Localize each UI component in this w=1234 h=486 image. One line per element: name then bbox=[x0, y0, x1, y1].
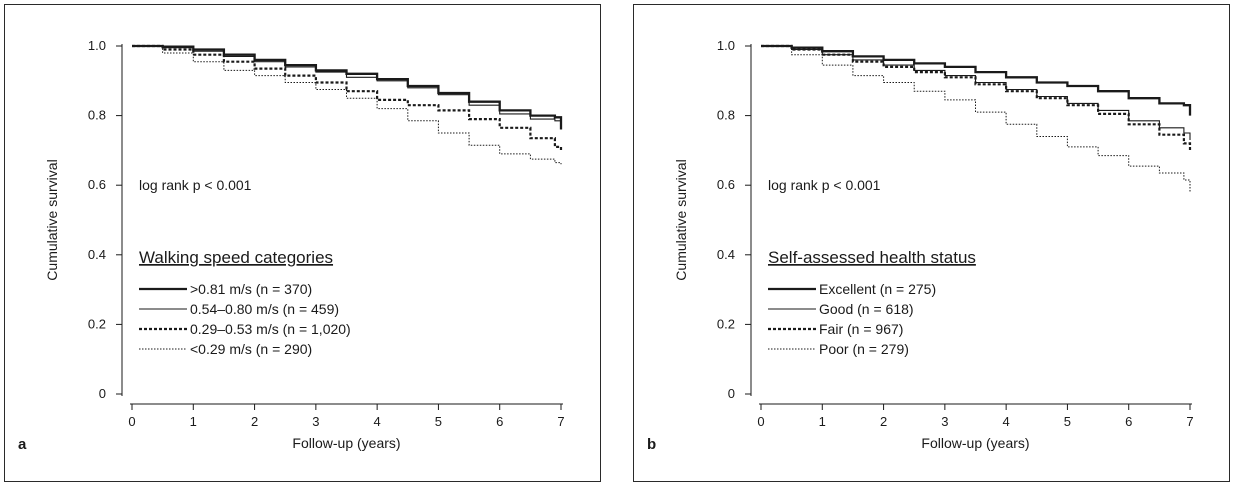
y-tick-label: 0.4 bbox=[88, 247, 106, 262]
x-tick-label: 6 bbox=[1125, 414, 1132, 429]
x-tick-label: 4 bbox=[1003, 414, 1010, 429]
legend-entry: <0.29 m/s (n = 290) bbox=[190, 341, 312, 357]
x-tick-label: 6 bbox=[496, 414, 503, 429]
survival-curve-series-1 bbox=[761, 44, 1192, 116]
y-tick-label: 0.6 bbox=[88, 177, 106, 192]
y-tick-label: 0.4 bbox=[717, 247, 735, 262]
y-tick-label: 0 bbox=[728, 386, 735, 401]
survival-curve-series-4 bbox=[132, 45, 562, 165]
x-tick-label: 0 bbox=[757, 414, 764, 429]
y-axis-label: Cumulative survival bbox=[44, 159, 60, 280]
survival-chart-a: 0 0.2 0.4 0.6 0.8 1.0 0 1 2 3 4 5 6 7 Follow-up (years… bbox=[18, 38, 565, 453]
y-tick-label: 1.0 bbox=[717, 38, 735, 53]
log-rank-annotation: log rank p < 0.001 bbox=[768, 177, 881, 193]
survival-curve-series-3 bbox=[132, 44, 563, 151]
survival-curve-series-2 bbox=[761, 45, 1191, 140]
chart-panel-a: 0 0.2 0.4 0.6 0.8 1.0 0 1 2 3 4 5 6 7 Follow-up (years… bbox=[4, 4, 601, 482]
x-tick-label: 1 bbox=[819, 414, 826, 429]
x-tick-label: 3 bbox=[312, 414, 319, 429]
y-tick-label: 0.8 bbox=[88, 108, 106, 123]
legend-entry: 0.54–0.80 m/s (n = 459) bbox=[190, 301, 339, 317]
y-tick-label: 0.8 bbox=[717, 108, 735, 123]
y-tick-label: 0 bbox=[99, 386, 106, 401]
panel-letter: a bbox=[18, 436, 27, 453]
legend-title: Walking speed categories bbox=[139, 248, 333, 267]
x-tick-label: 5 bbox=[1064, 414, 1071, 429]
legend-entry: >0.81 m/s (n = 370) bbox=[190, 281, 312, 297]
legend-entry: Good (n = 618) bbox=[819, 301, 914, 317]
x-tick-label: 3 bbox=[941, 414, 948, 429]
x-axis-label: Follow-up (years) bbox=[921, 435, 1029, 451]
log-rank-annotation: log rank p < 0.001 bbox=[139, 177, 252, 193]
legend-title: Self-assessed health status bbox=[768, 248, 976, 267]
survival-chart-b: 0 0.2 0.4 0.6 0.8 1.0 0 1 2 3 4 5 6 7 Follow-up (years… bbox=[647, 38, 1194, 453]
legend-entry: 0.29–0.53 m/s (n = 1,020) bbox=[190, 321, 351, 337]
legend-entry: Fair (n = 967) bbox=[819, 321, 903, 337]
x-axis-label: Follow-up (years) bbox=[292, 435, 400, 451]
x-tick-label: 2 bbox=[251, 414, 258, 429]
x-tick-label: 4 bbox=[374, 414, 381, 429]
x-tick-label: 7 bbox=[557, 414, 564, 429]
x-tick-label: 5 bbox=[435, 414, 442, 429]
y-tick-label: 0.2 bbox=[88, 316, 106, 331]
panel-letter: b bbox=[647, 436, 656, 453]
y-tick-label: 0.6 bbox=[717, 177, 735, 192]
survival-curve-series-1 bbox=[132, 44, 563, 130]
x-tick-label: 1 bbox=[190, 414, 197, 429]
y-axis-label: Cumulative survival bbox=[673, 159, 689, 280]
x-tick-label: 2 bbox=[880, 414, 887, 429]
legend-entry: Excellent (n = 275) bbox=[819, 281, 936, 297]
chart-panel-b: 0 0.2 0.4 0.6 0.8 1.0 0 1 2 3 4 5 6 7 Follow-up (years… bbox=[633, 4, 1230, 482]
survival-curve-series-3 bbox=[761, 44, 1192, 151]
y-tick-label: 1.0 bbox=[88, 38, 106, 53]
survival-curve-series-2 bbox=[132, 45, 562, 126]
y-tick-label: 0.2 bbox=[717, 316, 735, 331]
x-tick-label: 7 bbox=[1186, 414, 1193, 429]
legend-entry: Poor (n = 279) bbox=[819, 341, 909, 357]
x-tick-label: 0 bbox=[128, 414, 135, 429]
